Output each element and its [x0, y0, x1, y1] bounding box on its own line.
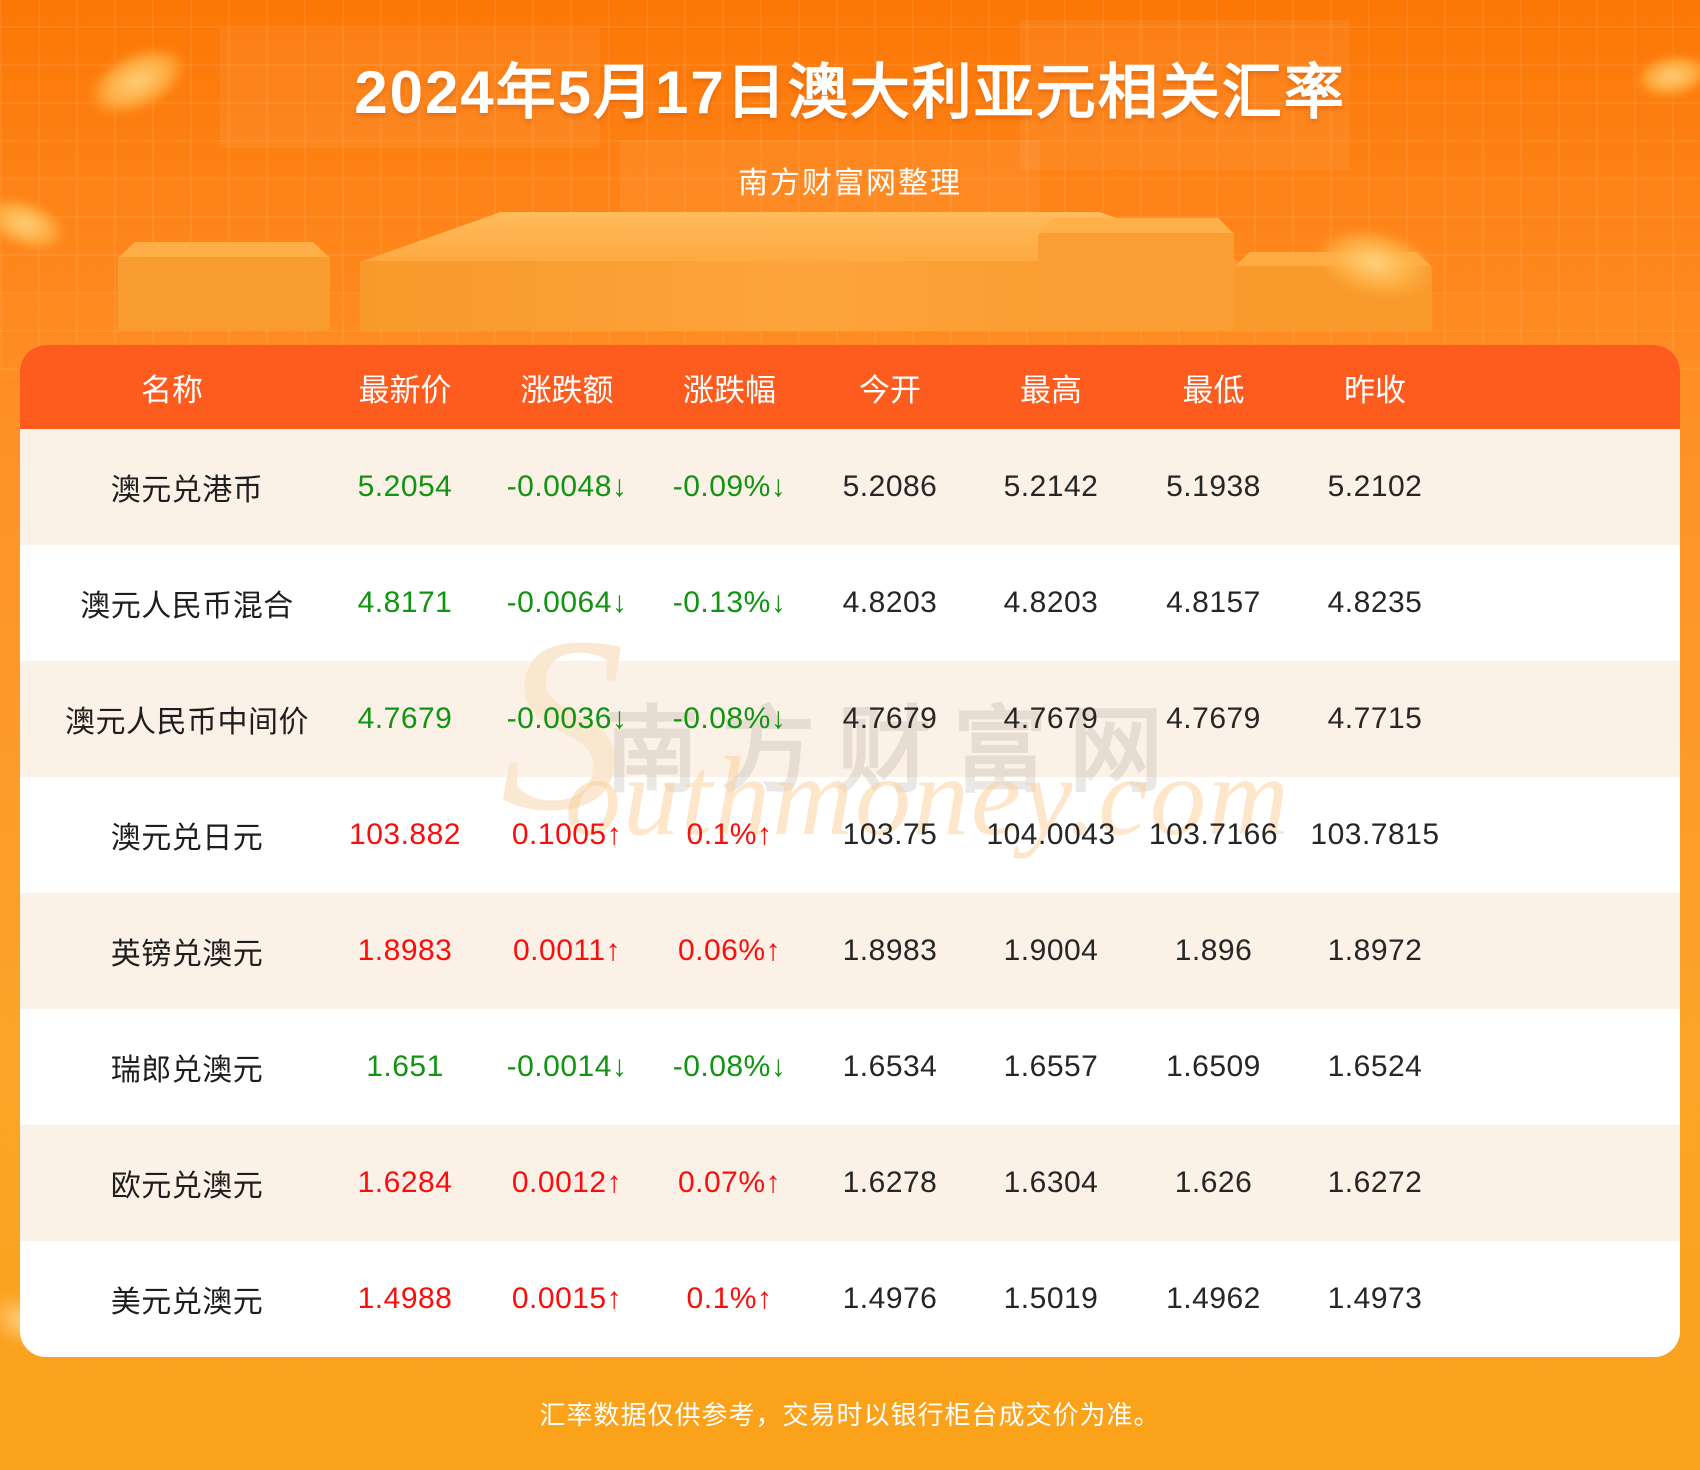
table-row: 澳元人民币混合 4.8171 -0.0064↓ -0.13%↓ 4.8203 4.8203…: [20, 545, 1680, 661]
open-value: 103.75: [842, 818, 938, 851]
table-header-row: 名称 最新价 涨跌额 涨跌幅 今开 最高 最低 昨收: [20, 345, 1680, 429]
open-value: 1.4976: [842, 1282, 938, 1315]
low-value: 103.7166: [1148, 818, 1279, 851]
change-pct-value: 0.1%↑: [686, 1282, 773, 1315]
low-value: 1.4962: [1166, 1282, 1261, 1315]
prev-close-value: 1.6524: [1327, 1050, 1423, 1083]
prev-close-value: 5.2102: [1327, 470, 1423, 503]
pair-name: 澳元兑港币: [110, 474, 264, 507]
high-value: 4.7679: [1003, 702, 1099, 735]
prev-close-value: 103.7815: [1310, 818, 1440, 851]
high-value: 5.2142: [1003, 470, 1099, 503]
last-value: 1.6284: [357, 1166, 453, 1199]
change-pct-value: -0.09%↓: [672, 470, 787, 503]
last-value: 4.7679: [357, 702, 453, 735]
change-value: 0.1005↑: [511, 818, 623, 851]
high-value: 104.0043: [986, 818, 1116, 851]
column-header-high: 最高: [1020, 372, 1082, 408]
table-body: 澳元兑港币 5.2054 -0.0048↓ -0.09%↓ 5.2086 5.2142 5.…: [20, 429, 1680, 1357]
high-value: 1.6557: [1003, 1050, 1099, 1083]
change-pct-value: 0.07%↑: [677, 1166, 782, 1199]
high-value: 1.6304: [1003, 1166, 1099, 1199]
low-value: 1.6509: [1166, 1050, 1261, 1083]
change-value: -0.0048↓: [506, 470, 628, 503]
open-value: 1.6534: [842, 1050, 938, 1083]
open-value: 5.2086: [842, 470, 938, 503]
change-pct-value: 0.1%↑: [686, 818, 773, 851]
change-pct-value: -0.08%↓: [672, 1050, 787, 1083]
open-value: 1.6278: [842, 1166, 938, 1199]
prev-close-value: 1.6272: [1327, 1166, 1423, 1199]
last-value: 4.8171: [357, 586, 453, 619]
table-row: 瑞郎兑澳元 1.651 -0.0014↓ -0.08%↓ 1.6534 1.6557 1.6…: [20, 1009, 1680, 1125]
pair-name: 瑞郎兑澳元: [110, 1054, 264, 1087]
prev-close-value: 1.8972: [1327, 934, 1423, 967]
pair-name: 澳元兑日元: [110, 822, 264, 855]
low-value: 4.7679: [1166, 702, 1261, 735]
column-header-prev-close: 昨收: [1344, 372, 1406, 408]
column-header-change-pct: 涨跌幅: [683, 372, 776, 408]
podium-right-top: [1038, 218, 1234, 234]
column-header-change: 涨跌额: [520, 372, 614, 408]
prev-close-value: 4.8235: [1327, 586, 1423, 619]
podium-left-top: [118, 242, 330, 258]
pair-name: 英镑兑澳元: [110, 938, 264, 971]
page-subtitle: 南方财富网整理: [738, 167, 962, 200]
footer-bar: 汇率数据仅供参考，交易时以银行柜台成交价为准。: [0, 1373, 1700, 1470]
column-header-open: 今开: [859, 372, 921, 408]
table-row: 澳元人民币中间价 4.7679 -0.0036↓ -0.08%↓ 4.7679 4.767…: [20, 661, 1680, 777]
open-value: 1.8983: [842, 934, 938, 967]
change-value: 0.0012↑: [511, 1166, 623, 1199]
change-value: 0.0011↑: [512, 934, 622, 967]
open-value: 4.7679: [842, 702, 938, 735]
exchange-rate-table: S 南方财富网 outhmoney.com 名称最新价涨跌额涨跌幅今开最高最低昨…: [20, 345, 1680, 1357]
pair-name: 欧元兑澳元: [110, 1170, 264, 1203]
low-value: 5.1938: [1166, 470, 1261, 503]
high-value: 1.9004: [1003, 934, 1099, 967]
change-value: 0.0015↑: [511, 1282, 623, 1315]
change-value: -0.0064↓: [506, 586, 628, 619]
table-row: 澳元兑港币 5.2054 -0.0048↓ -0.09%↓ 5.2086 5.2142 5.…: [20, 429, 1680, 545]
podium-left-front: [118, 257, 330, 330]
column-header-name: 名称: [141, 372, 203, 408]
column-header-low: 最低: [1182, 372, 1245, 408]
page-title: 2024年5月17日澳大利亚元相关汇率: [354, 59, 1346, 126]
podium-right-front: [1038, 233, 1234, 330]
pair-name: 美元兑澳元: [110, 1286, 264, 1319]
change-pct-value: 0.06%↑: [677, 934, 782, 967]
table-row: 美元兑澳元 1.4988 0.0015↑ 0.1%↑ 1.4976 1.5019 1.496…: [20, 1241, 1680, 1357]
low-value: 1.626: [1174, 1166, 1253, 1199]
last-value: 1.4988: [357, 1282, 453, 1315]
prev-close-value: 4.7715: [1327, 702, 1423, 735]
change-pct-value: -0.13%↓: [672, 586, 787, 619]
table-row: 欧元兑澳元 1.6284 0.0012↑ 0.07%↑ 1.6278 1.6304 1.62…: [20, 1125, 1680, 1241]
last-value: 5.2054: [357, 470, 453, 503]
high-value: 1.5019: [1003, 1282, 1099, 1315]
table-row: 澳元兑日元 103.882 0.1005↑ 0.1%↑ 103.75 104.0043 10…: [20, 777, 1680, 893]
high-value: 4.8203: [1003, 586, 1099, 619]
pair-name: 澳元人民币中间价: [65, 706, 309, 739]
light-patch: [1020, 20, 1350, 170]
last-value: 103.882: [349, 818, 461, 851]
pair-name: 澳元人民币混合: [80, 590, 294, 623]
table-row: 英镑兑澳元 1.8983 0.0011↑ 0.06%↑ 1.8983 1.9004 1.89…: [20, 893, 1680, 1009]
change-value: -0.0014↓: [506, 1050, 628, 1083]
change-pct-value: -0.08%↓: [672, 702, 787, 735]
low-value: 1.896: [1174, 934, 1253, 967]
low-value: 4.8157: [1166, 586, 1261, 619]
prev-close-value: 1.4973: [1327, 1282, 1423, 1315]
last-value: 1.651: [366, 1050, 444, 1083]
last-value: 1.8983: [357, 934, 453, 967]
light-patch: [220, 28, 600, 148]
change-value: -0.0036↓: [506, 702, 628, 735]
open-value: 4.8203: [842, 586, 938, 619]
column-header-last: 最新价: [358, 372, 452, 408]
footer-note: 汇率数据仅供参考，交易时以银行柜台成交价为准。: [539, 1400, 1161, 1430]
